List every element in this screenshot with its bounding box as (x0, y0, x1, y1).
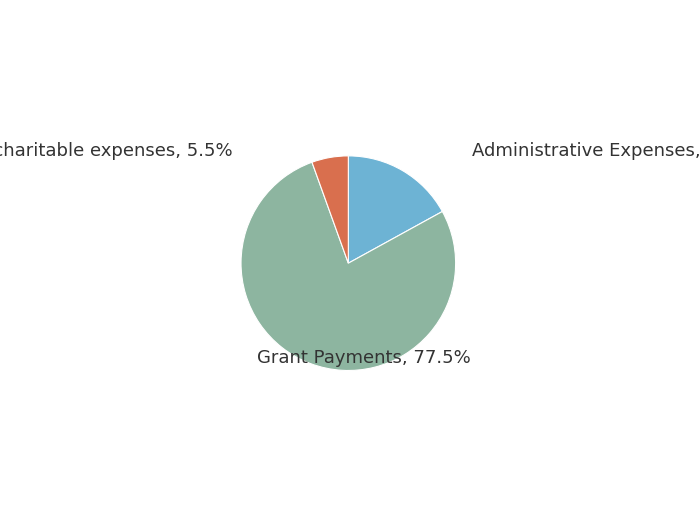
Text: Non-charitable expenses, 5.5%: Non-charitable expenses, 5.5% (0, 142, 232, 159)
Wedge shape (349, 156, 442, 263)
Wedge shape (312, 156, 349, 263)
Text: Administrative Expenses, 17%: Administrative Expenses, 17% (472, 142, 700, 159)
Text: Grant Payments, 77.5%: Grant Payments, 77.5% (257, 349, 471, 367)
Wedge shape (241, 162, 456, 370)
